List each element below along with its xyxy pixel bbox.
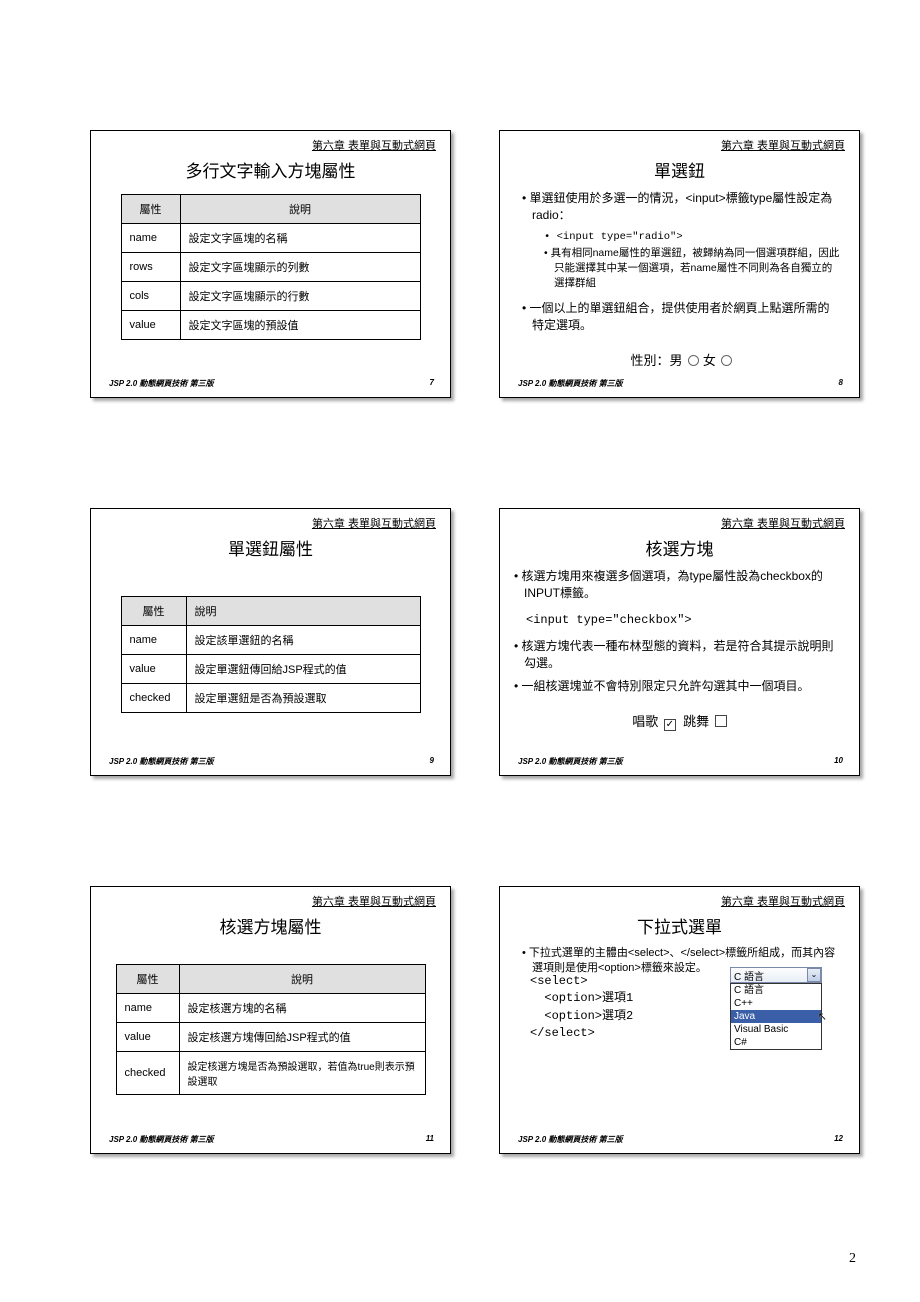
slide-title: 核選方塊屬性 (91, 913, 450, 938)
footer-text: JSP 2.0 動態網頁技術 第三版 (518, 378, 623, 389)
code-block: <select> <option>選項1 <option>選項2 </selec… (530, 973, 633, 1043)
cell: cols (121, 282, 180, 311)
chapter-header: 第六章 表單與互動式網頁 (91, 887, 450, 911)
checkbox-example: 唱歌 ✓ 跳舞 (514, 713, 845, 731)
sub-bullet-code: <input type="radio"> (544, 230, 841, 245)
bullet: 一個以上的單選鈕組合，提供使用者於網頁上點選所需的特定選項。 (522, 300, 841, 334)
slide-page: 11 (426, 1134, 434, 1145)
dropdown-option-highlight: Java↖ (731, 1010, 821, 1023)
dropdown-option: C++ (731, 997, 821, 1010)
example-label: 性別：男 (631, 353, 683, 368)
sub-bullet: 具有相同name屬性的單選鈕，被歸納為同一個選項群組，因此只能選擇其中某一個選項… (544, 246, 841, 290)
cell: 設定文字區塊的名稱 (180, 224, 420, 253)
cell: name (116, 994, 179, 1023)
chapter-header: 第六章 表單與互動式網頁 (91, 509, 450, 533)
dropdown-option: Visual Basic (731, 1023, 821, 1036)
checkbox-icon (715, 715, 727, 727)
cell: value (121, 655, 186, 684)
footer-text: JSP 2.0 動態網頁技術 第三版 (109, 378, 214, 389)
slide-12: 第六章 表單與互動式網頁 下拉式選單 下拉式選單的主體由<select>、</s… (499, 886, 860, 1154)
th-desc: 說明 (179, 965, 425, 994)
slide-page: 9 (430, 756, 434, 767)
slide-9: 第六章 表單與互動式網頁 單選鈕屬性 屬性說明 name設定該單選鈕的名稱 va… (90, 508, 451, 776)
footer-text: JSP 2.0 動態網頁技術 第三版 (109, 1134, 214, 1145)
code-line: <select> (530, 973, 633, 990)
chapter-header: 第六章 表單與互動式網頁 (91, 131, 450, 155)
bullet: 單選鈕使用於多選一的情況，<input>標籤type屬性設定為radio： (522, 190, 841, 224)
th-attr: 屬性 (121, 597, 186, 626)
slide-title: 多行文字輸入方塊屬性 (91, 157, 450, 182)
chevron-down-icon: ⌄ (807, 968, 821, 982)
cell: name (121, 224, 180, 253)
cell: 設定核選方塊的名稱 (179, 994, 425, 1023)
example-label: 跳舞 (683, 714, 709, 729)
th-attr: 屬性 (121, 195, 180, 224)
slide-title: 單選鈕屬性 (91, 535, 450, 560)
cell: checked (116, 1052, 179, 1095)
chapter-header: 第六章 表單與互動式網頁 (500, 509, 859, 533)
th-desc: 說明 (180, 195, 420, 224)
code-line: <option>選項2 (530, 1008, 633, 1025)
cell: 設定單選鈕傳回給JSP程式的值 (186, 655, 420, 684)
cell: 設定文字區塊顯示的列數 (180, 253, 420, 282)
code-example: <input type="checkbox"> (526, 612, 845, 629)
attr-table: 屬性說明 name設定文字區塊的名稱 rows設定文字區塊顯示的列數 cols設… (121, 194, 421, 340)
cell: 設定核選方塊傳回給JSP程式的值 (179, 1023, 425, 1052)
dropdown-option: C# (731, 1036, 821, 1049)
code-line: </select> (530, 1025, 633, 1042)
radio-example: 性別：男 女 (522, 352, 841, 370)
code-line: <option>選項1 (530, 990, 633, 1007)
slide-10: 第六章 表單與互動式網頁 核選方塊 核選方塊用來複選多個選項，為type屬性設為… (499, 508, 860, 776)
cell: 設定核選方塊是否為預設選取，若值為true則表示預設選取 (179, 1052, 425, 1095)
bullet: 一組核選塊並不會特別限定只允許勾選其中一個項目。 (514, 678, 845, 695)
dropdown-option: C 語言 (731, 984, 821, 997)
bullet: 核選方塊用來複選多個選項，為type屬性設為checkbox的INPUT標籤。 (514, 568, 845, 602)
cell: checked (121, 684, 186, 713)
slide-title: 下拉式選單 (500, 913, 859, 938)
chapter-header: 第六章 表單與互動式網頁 (500, 887, 859, 911)
dropdown-list: C 語言 C++ Java↖ Visual Basic C# (730, 983, 822, 1050)
footer-text: JSP 2.0 動態網頁技術 第三版 (518, 756, 623, 767)
slide-page: 10 (834, 756, 843, 767)
checkbox-checked-icon: ✓ (664, 719, 676, 731)
doc-page-number: 2 (849, 1251, 856, 1267)
example-label: 女 (703, 353, 716, 368)
th-attr: 屬性 (116, 965, 179, 994)
dropdown-selected: C 語言 (734, 968, 764, 983)
dropdown-figure: C 語言 ⌄ C 語言 C++ Java↖ Visual Basic C# (730, 967, 822, 1050)
cell: 設定文字區塊的預設值 (180, 311, 420, 340)
slide-page: 8 (839, 378, 843, 389)
cursor-icon: ↖ (818, 1011, 827, 1024)
cell: value (121, 311, 180, 340)
attr-table: 屬性說明 name設定核選方塊的名稱 value設定核選方塊傳回給JSP程式的值… (116, 964, 426, 1095)
cell: rows (121, 253, 180, 282)
chapter-header: 第六章 表單與互動式網頁 (500, 131, 859, 155)
slide-7: 第六章 表單與互動式網頁 多行文字輸入方塊屬性 屬性說明 name設定文字區塊的… (90, 130, 451, 398)
cell: 設定文字區塊顯示的行數 (180, 282, 420, 311)
bullet: 核選方塊代表一種布林型態的資料，若是符合其提示說明則勾選。 (514, 638, 845, 672)
cell: 設定該單選鈕的名稱 (186, 626, 420, 655)
radio-icon (721, 355, 732, 366)
slide-title: 單選鈕 (500, 157, 859, 182)
footer-text: JSP 2.0 動態網頁技術 第三版 (518, 1134, 623, 1145)
cell: name (121, 626, 186, 655)
slide-title: 核選方塊 (500, 535, 859, 560)
slide-page: 7 (430, 378, 434, 389)
th-desc: 說明 (186, 597, 420, 626)
footer-text: JSP 2.0 動態網頁技術 第三版 (109, 756, 214, 767)
slide-page: 12 (834, 1134, 843, 1145)
slide-11: 第六章 表單與互動式網頁 核選方塊屬性 屬性說明 name設定核選方塊的名稱 v… (90, 886, 451, 1154)
cell: value (116, 1023, 179, 1052)
example-label: 唱歌 (632, 714, 658, 729)
radio-icon (688, 355, 699, 366)
attr-table: 屬性說明 name設定該單選鈕的名稱 value設定單選鈕傳回給JSP程式的值 … (121, 596, 421, 713)
slide-8: 第六章 表單與互動式網頁 單選鈕 單選鈕使用於多選一的情況，<input>標籤t… (499, 130, 860, 398)
dropdown-closed: C 語言 ⌄ (730, 967, 822, 983)
cell: 設定單選鈕是否為預設選取 (186, 684, 420, 713)
